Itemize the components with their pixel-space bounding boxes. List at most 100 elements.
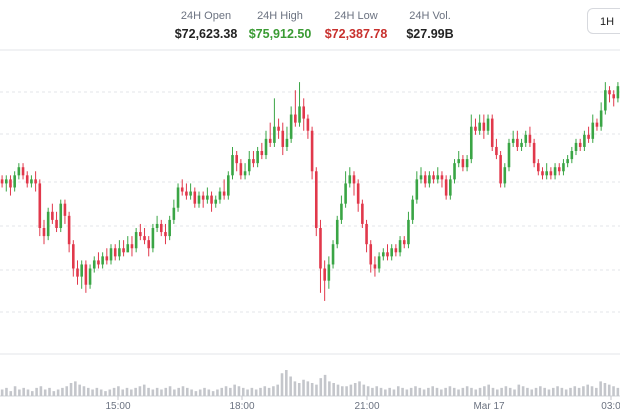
candle-body (616, 86, 620, 99)
candle-body (319, 227, 322, 269)
candle-body (377, 256, 381, 269)
volume-bar (405, 389, 409, 396)
volume-bar (108, 389, 112, 396)
candle (432, 171, 435, 184)
candle (532, 138, 536, 168)
candle-body (335, 219, 339, 245)
candle-body (59, 203, 63, 228)
candle (164, 223, 167, 245)
candle (126, 236, 130, 253)
volume-bar (78, 384, 81, 396)
stats-header: 24H Open $72,623.38 24H High $75,912.50 … (0, 0, 620, 44)
volume-bar (52, 391, 56, 396)
volume-bar (147, 387, 150, 396)
candle-body (214, 199, 218, 204)
volume-bar (465, 386, 469, 396)
candle-body (453, 163, 456, 180)
volume-bar (293, 381, 297, 396)
volume-bar (366, 386, 370, 396)
volume-bar (5, 387, 8, 396)
volume-bar (164, 387, 168, 396)
candle (495, 138, 498, 160)
volume-bar (224, 386, 228, 396)
candle (151, 223, 155, 253)
timeframe-1h-button[interactable]: 1H (587, 8, 620, 34)
volume-bar (375, 386, 379, 396)
candle (80, 260, 83, 289)
volume-bar (521, 386, 525, 396)
volume-bar (384, 389, 387, 396)
candle-body (34, 179, 37, 184)
volume-bar (358, 381, 361, 396)
candle-body (340, 203, 343, 220)
volume-bar (517, 384, 521, 396)
candle-body (457, 159, 461, 164)
candle-body (499, 155, 502, 184)
volume-bar (216, 389, 219, 396)
candle-body (268, 138, 272, 143)
candle-body (507, 142, 511, 168)
candle-body (0, 179, 4, 184)
candle-body (97, 260, 100, 265)
candle-body (159, 223, 163, 233)
x-tick-label: 03:0 (601, 401, 620, 410)
candle-body (474, 126, 477, 131)
volume-bar (612, 386, 615, 396)
candle-body (151, 227, 155, 249)
candle (520, 138, 523, 152)
candle-body (25, 175, 29, 184)
candle (562, 159, 565, 176)
volume-bar (95, 387, 99, 396)
candle (247, 151, 251, 176)
candlesticks (0, 82, 620, 301)
candle (214, 195, 218, 208)
candle-body (113, 248, 117, 257)
candle-body (21, 167, 25, 176)
candle (101, 252, 104, 269)
candle (281, 122, 285, 156)
candle-body (122, 248, 125, 253)
volume-bar (125, 387, 129, 396)
candle-body (549, 171, 553, 176)
volume-bar (272, 386, 275, 396)
volume-bar (280, 373, 284, 396)
volume-bar (207, 389, 211, 396)
volume-bar (431, 386, 434, 396)
volume-bar (297, 383, 301, 396)
volume-bar (427, 387, 430, 396)
volume-bar (599, 381, 602, 396)
candle-body (277, 126, 280, 131)
candle-body (490, 118, 494, 147)
candle-body (402, 240, 406, 245)
volume-bar (276, 384, 279, 396)
candle (9, 175, 12, 196)
candle-body (599, 110, 603, 127)
candle-body (310, 130, 314, 172)
volume-bar (186, 387, 189, 396)
candle (30, 175, 33, 188)
candle (335, 215, 339, 249)
candle-body (570, 151, 574, 160)
candle-body (247, 159, 251, 172)
candle (176, 183, 180, 212)
candle-body (407, 219, 410, 245)
volume-bar (177, 387, 180, 396)
volume-bar (229, 387, 232, 396)
candle-body (352, 175, 356, 184)
candle (365, 219, 368, 253)
candle (139, 223, 142, 241)
volume-bar (551, 387, 555, 396)
candle (302, 98, 306, 131)
volume-bar (142, 384, 146, 396)
candle (243, 163, 247, 180)
candle (88, 264, 92, 289)
volume-bar (452, 387, 456, 396)
candle (13, 171, 16, 192)
volume-bar (151, 389, 155, 396)
candle-body (348, 175, 352, 184)
candle-body (562, 163, 565, 172)
candle (553, 163, 557, 180)
volume-bar (190, 389, 193, 396)
volume-bar (543, 387, 546, 396)
